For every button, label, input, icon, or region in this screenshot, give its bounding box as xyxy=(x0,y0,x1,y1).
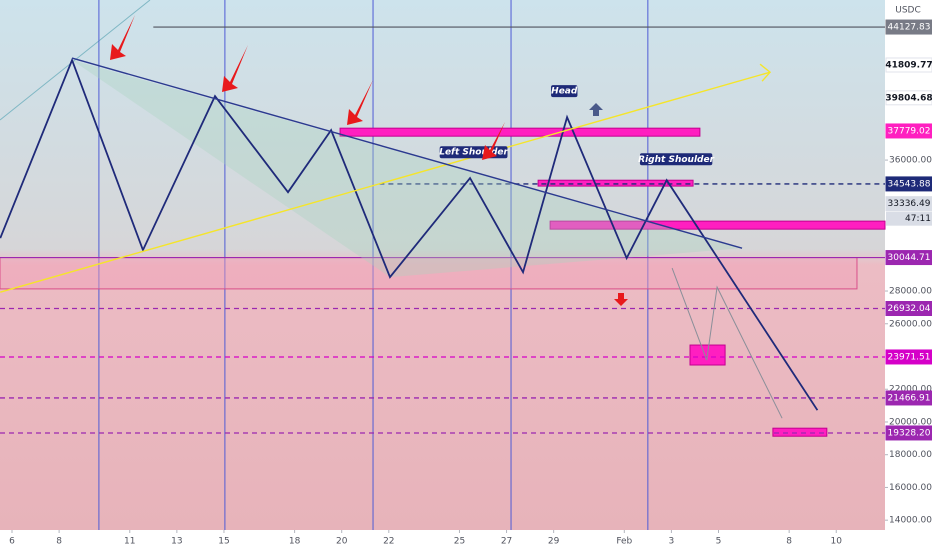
x-tick-label: 27 xyxy=(501,537,512,547)
price-label: 39804.68 xyxy=(885,93,932,103)
price-label: 37779.02 xyxy=(888,126,931,136)
price-badge xyxy=(885,123,932,139)
annotation-box xyxy=(639,153,713,166)
annotation: Left Shoulder xyxy=(439,148,508,158)
marks: Head Left Shoulder Right Shoulder xyxy=(0,0,886,530)
x-tick-label: 20 xyxy=(336,537,348,547)
x-tick-label: 10 xyxy=(831,537,843,547)
annotation-box xyxy=(551,85,578,98)
price-label: 30044.71 xyxy=(888,253,931,263)
y-tick-label: 20000.00 xyxy=(889,417,932,427)
countdown-badge xyxy=(886,211,932,226)
price-badge xyxy=(885,196,932,212)
zone xyxy=(549,220,886,230)
x-tick-label: 6 xyxy=(9,537,15,547)
price-badge xyxy=(885,390,932,406)
x-tick-label: 8 xyxy=(786,537,792,547)
zone xyxy=(0,257,858,290)
channel-line xyxy=(0,0,151,121)
price-label: 44127.83 xyxy=(888,23,931,33)
price-badge xyxy=(885,250,932,266)
price-label: 19328.20 xyxy=(888,428,931,438)
x-tick-label: 11 xyxy=(124,537,135,547)
price-label: 21466.91 xyxy=(888,393,931,403)
x-tick-label: 29 xyxy=(548,537,560,547)
price-badge xyxy=(885,349,932,365)
price-badge xyxy=(885,57,932,73)
zone xyxy=(339,127,701,137)
series-line xyxy=(0,57,819,411)
series-line xyxy=(671,267,783,419)
arrows xyxy=(110,15,628,306)
red-arrow xyxy=(222,45,248,92)
y-tick-label: 16000.00 xyxy=(889,483,932,493)
y-tick-label: 28000.00 xyxy=(889,287,932,297)
trend-arrowhead xyxy=(759,63,772,82)
x-tick-label: 8 xyxy=(56,537,62,547)
price-label: 41809.77 xyxy=(885,60,932,70)
up-arrow xyxy=(589,103,603,116)
x-tick-label: 22 xyxy=(383,537,394,547)
x-tick-label: 13 xyxy=(171,537,182,547)
series-line xyxy=(0,71,771,293)
x-tick-label: 3 xyxy=(669,537,675,547)
x-tick-label: Feb xyxy=(616,537,632,547)
red-arrow xyxy=(110,15,135,60)
annotation: Head xyxy=(551,87,578,97)
price-badge xyxy=(885,425,932,441)
zone xyxy=(537,179,694,187)
x-tick-label: 15 xyxy=(218,537,229,547)
price-label: 23971.51 xyxy=(888,352,931,362)
price-badge xyxy=(885,90,932,106)
zone xyxy=(772,427,828,437)
axis-label: USDC xyxy=(895,6,921,16)
price-label: 26932.04 xyxy=(888,304,931,314)
y-tick-label: 26000.00 xyxy=(889,319,932,329)
down-arrow xyxy=(614,293,628,306)
price-axis xyxy=(885,0,932,550)
price-badge xyxy=(885,301,932,317)
price-badge xyxy=(885,19,932,35)
x-tick-label: 5 xyxy=(716,537,722,547)
x-tick-label: 25 xyxy=(454,537,465,547)
series-line xyxy=(71,57,743,249)
annotation: Right Shoulder xyxy=(638,155,714,165)
plot-background xyxy=(0,0,885,530)
red-arrow xyxy=(482,122,505,160)
x-tick-label: 18 xyxy=(289,537,301,547)
y-tick-label: 36000.00 xyxy=(889,156,932,166)
y-tick-label: 14000.00 xyxy=(889,516,932,526)
price-label: 33336.49 xyxy=(888,199,931,209)
y-tick-label: 18000.00 xyxy=(889,450,932,460)
countdown: 47:11 xyxy=(905,214,931,224)
red-arrow xyxy=(347,80,373,125)
pattern-shade xyxy=(72,60,743,278)
price-label: 34543.88 xyxy=(888,179,931,189)
y-tick-label: 22000.00 xyxy=(889,385,932,395)
time-axis xyxy=(0,530,885,550)
price-badge xyxy=(885,176,932,192)
